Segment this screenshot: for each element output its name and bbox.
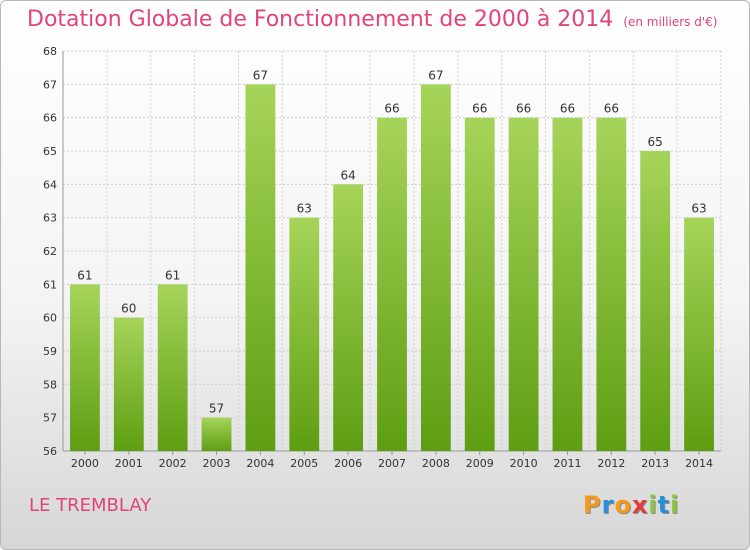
x-tick-label: 2003 (203, 457, 231, 470)
x-tick-label: 2000 (71, 457, 99, 470)
bar (464, 117, 495, 452)
x-tick-label: 2013 (641, 457, 669, 470)
data-label: 67 (253, 68, 268, 82)
bar (640, 151, 671, 451)
y-tick-label: 68 (43, 45, 57, 58)
data-label: 67 (428, 68, 443, 82)
data-label: 66 (384, 102, 399, 116)
bar (508, 117, 539, 452)
data-label: 64 (340, 168, 355, 182)
x-tick-label: 2005 (290, 457, 318, 470)
bar (552, 117, 583, 452)
y-tick-label: 66 (43, 112, 57, 125)
y-tick-label: 64 (43, 178, 57, 191)
bar (333, 184, 364, 452)
data-label: 66 (560, 102, 575, 116)
title-text: Dotation Globale de Fonctionnement de 20… (27, 7, 614, 32)
y-tick-label: 60 (43, 312, 57, 325)
logo-letter: t (657, 491, 671, 519)
bar (157, 284, 188, 451)
logo-letter: i (670, 491, 680, 519)
y-tick-label: 67 (43, 78, 57, 91)
y-tick-label: 61 (43, 278, 57, 291)
bar (684, 217, 714, 451)
data-label: 66 (516, 102, 531, 116)
city-name: LE TREMBLAY (29, 495, 152, 516)
logo-letter: r (601, 491, 615, 519)
x-tick-label: 2010 (510, 457, 538, 470)
data-label: 65 (648, 135, 663, 149)
chart-subtitle: (en milliers d'€) (623, 15, 718, 29)
bar (70, 284, 100, 451)
bar (377, 117, 407, 452)
data-label: 60 (121, 302, 136, 316)
y-tick-label: 58 (43, 378, 57, 391)
logo-letter: o (614, 491, 632, 519)
x-tick-label: 2012 (597, 457, 625, 470)
bar (289, 217, 320, 451)
y-tick-label: 57 (43, 412, 57, 425)
data-label: 63 (691, 202, 706, 216)
x-tick-label: 2002 (159, 457, 187, 470)
x-tick-label: 2006 (334, 457, 362, 470)
x-tick-label: 2007 (378, 457, 406, 470)
x-tick-label: 2004 (246, 457, 274, 470)
y-tick-label: 59 (43, 345, 57, 358)
proxiti-logo[interactable]: Proxiti (583, 491, 679, 519)
bar (420, 84, 451, 451)
data-label: 66 (604, 102, 619, 116)
x-tick-label: 2009 (466, 457, 494, 470)
y-tick-label: 62 (43, 245, 57, 258)
bar (113, 317, 144, 451)
bar (245, 84, 276, 451)
y-tick-label: 65 (43, 145, 57, 158)
logo-letter: i (648, 491, 658, 519)
x-tick-label: 2011 (553, 457, 581, 470)
x-tick-label: 2008 (422, 457, 450, 470)
data-label: 66 (472, 102, 487, 116)
y-tick-label: 56 (43, 445, 57, 458)
bar (201, 417, 232, 451)
x-tick-label: 2014 (685, 457, 713, 470)
bar (596, 117, 627, 452)
y-tick-label: 63 (43, 212, 57, 225)
data-label: 63 (297, 202, 312, 216)
logo-letter: x (631, 491, 649, 519)
logo-letter: P (583, 491, 602, 519)
data-label: 57 (209, 402, 224, 416)
data-label: 61 (77, 268, 92, 282)
x-tick-label: 2001 (115, 457, 143, 470)
data-label: 61 (165, 268, 180, 282)
chart-title: Dotation Globale de Fonctionnement de 20… (27, 7, 717, 32)
